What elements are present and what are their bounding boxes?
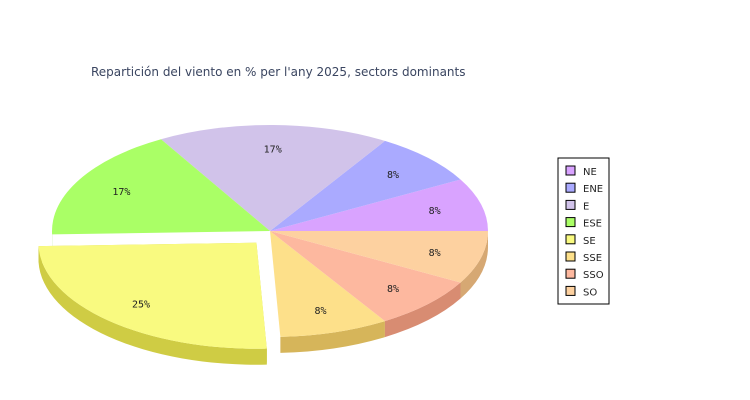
legend-label-ese: ESE <box>583 219 602 230</box>
legend-label-e: E <box>583 201 589 212</box>
legend-swatch-se <box>565 234 576 245</box>
legend-swatch-ese <box>565 217 576 228</box>
value-label-ese: 17% <box>112 187 130 198</box>
slice-so <box>270 231 488 283</box>
slice-ese <box>52 139 271 235</box>
legend-label-sso: SSO <box>583 270 604 281</box>
legend-frame <box>557 157 610 305</box>
legend-swatch-sso <box>565 268 576 279</box>
slice-ene <box>270 140 461 231</box>
legend: NE ENE E ESE SE SSE SSO SO <box>557 157 610 305</box>
pie-value-labels: 8% 8% 17% 17% 25% 8% 8% 8% <box>112 144 440 317</box>
value-label-sse: 8% <box>314 306 326 317</box>
slice-side-so <box>460 231 488 299</box>
slice-sse <box>270 231 385 337</box>
pie-slices <box>38 124 488 349</box>
legend-swatch-e <box>565 199 576 210</box>
value-label-e: 17% <box>264 144 282 155</box>
slice-sso <box>270 231 461 322</box>
value-label-ne: 8% <box>429 206 441 217</box>
slice-side-se <box>38 246 267 365</box>
legend-swatch-so <box>565 285 576 296</box>
legend-swatch-ne <box>565 165 576 176</box>
value-label-so: 8% <box>429 248 441 259</box>
value-label-ene: 8% <box>387 170 399 181</box>
slice-side-sso <box>384 282 461 338</box>
value-label-sso: 8% <box>387 284 399 295</box>
legend-label-ne: NE <box>583 167 597 178</box>
legend-swatch-ene <box>565 182 576 193</box>
slice-e <box>161 124 385 231</box>
legend-label-se: SE <box>583 236 596 247</box>
slice-se <box>38 242 267 349</box>
legend-label-so: SO <box>583 287 597 298</box>
legend-swatch-sse <box>565 251 576 262</box>
chart-title: Repartición del viento en % per l'any 20… <box>91 65 465 79</box>
slice-side-sse <box>280 321 385 353</box>
value-label-se: 25% <box>132 299 150 310</box>
slice-ne <box>270 179 488 231</box>
legend-label-sse: SSE <box>583 253 602 264</box>
legend-label-ene: ENE <box>583 184 603 195</box>
